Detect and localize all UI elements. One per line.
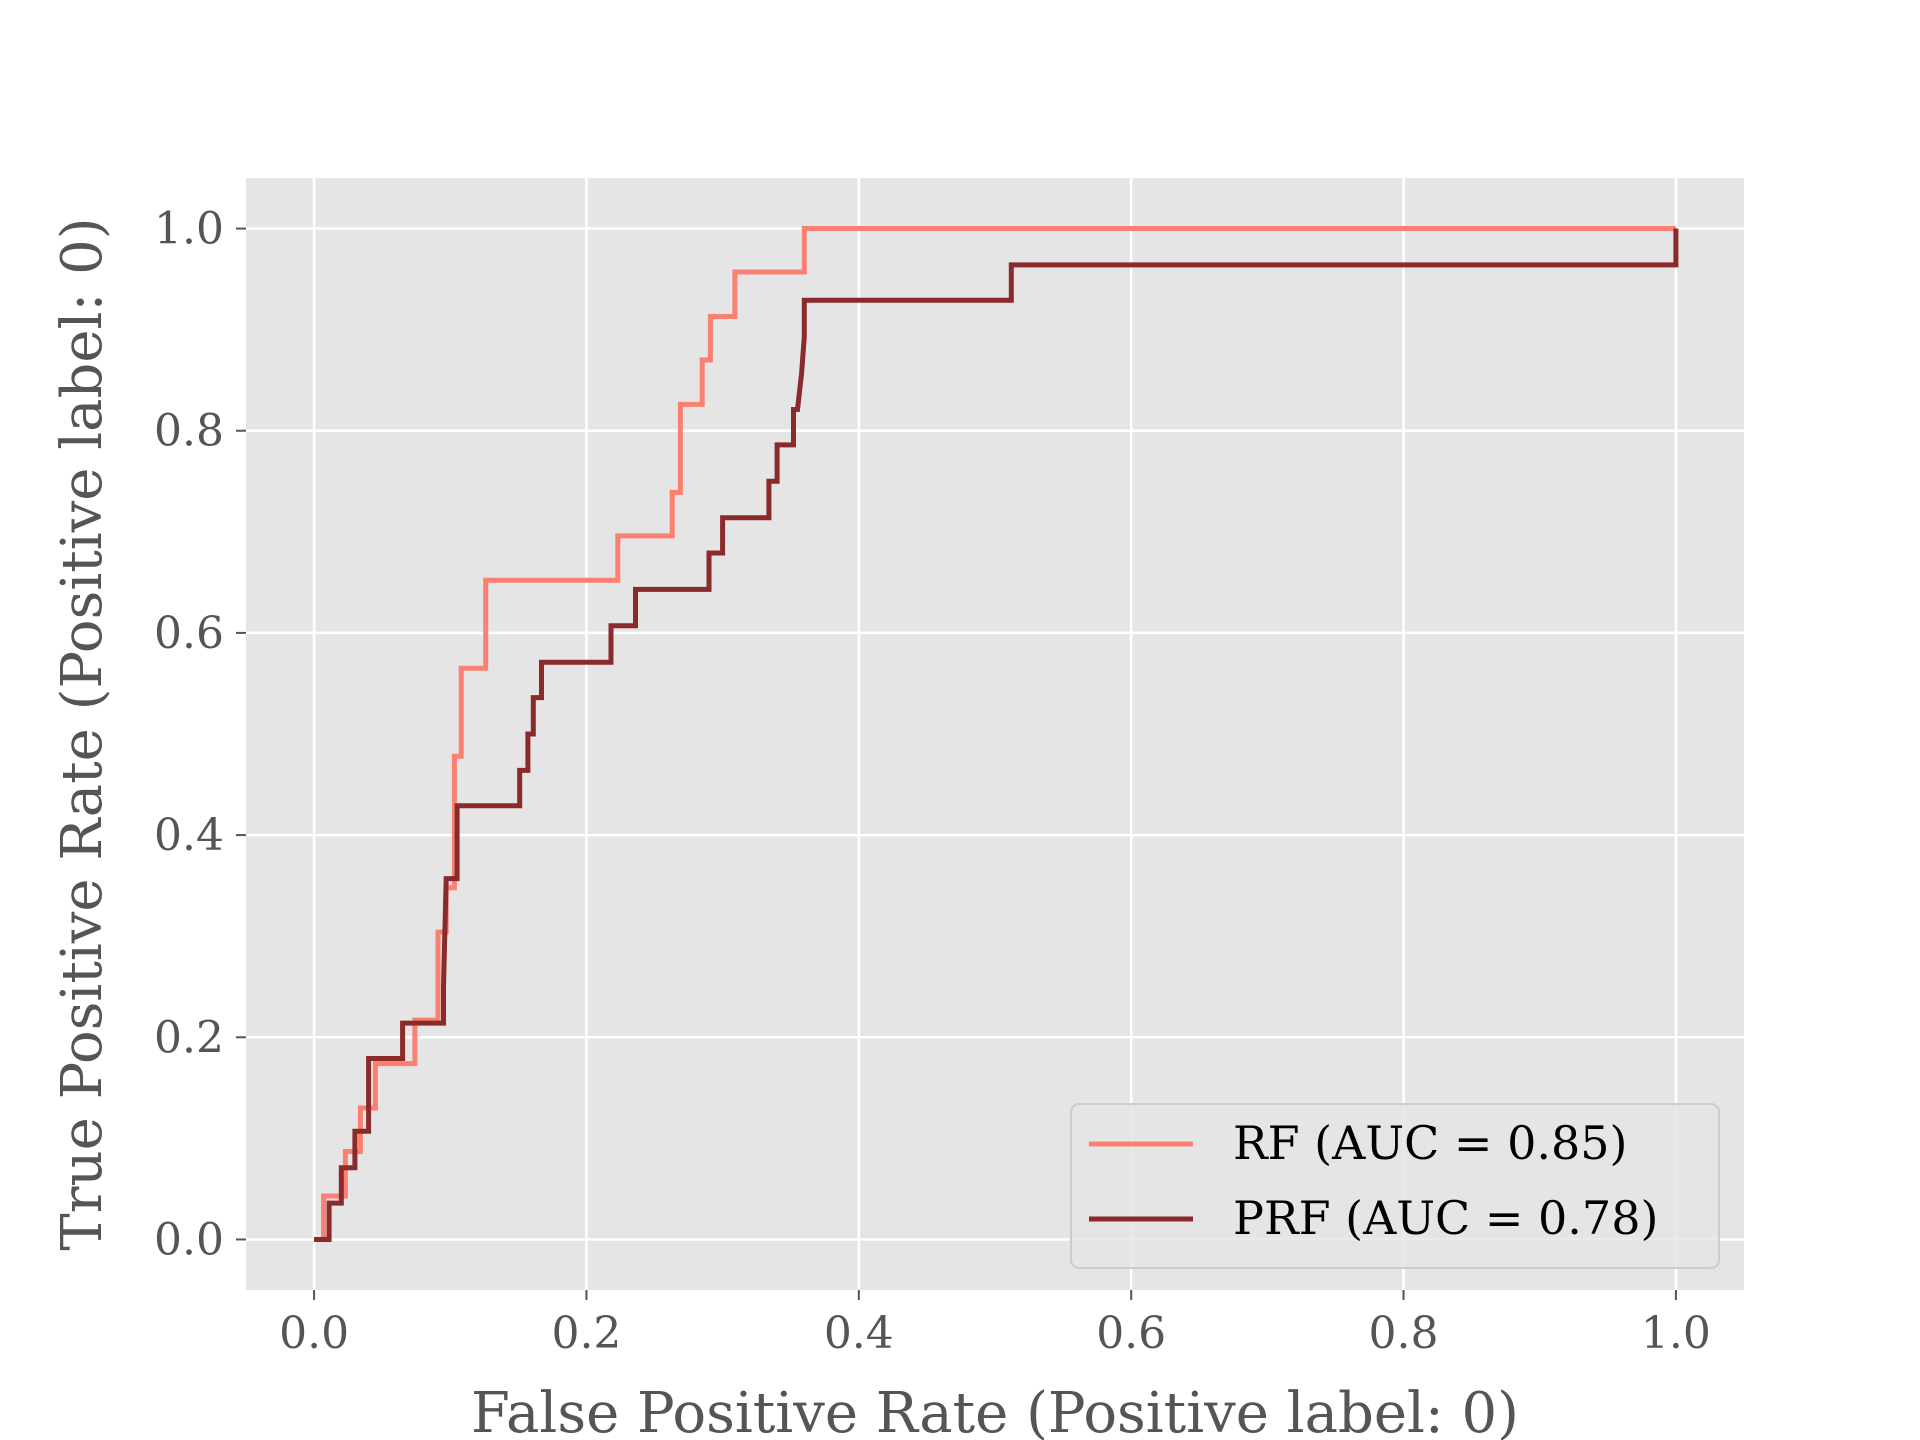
y-tick-label: 0.2 bbox=[154, 1012, 224, 1063]
grid-lines bbox=[246, 178, 1744, 1290]
legend-label-rf: RF (AUC = 0.85) bbox=[1233, 1116, 1627, 1170]
x-axis-title: False Positive Rate (Positive label: 0) bbox=[471, 1381, 1519, 1440]
x-tick-label: 0.4 bbox=[824, 1308, 894, 1359]
x-tick-label: 0.2 bbox=[551, 1308, 621, 1359]
x-tick-label: 1.0 bbox=[1641, 1308, 1711, 1359]
y-tick-label: 0.8 bbox=[154, 406, 224, 457]
y-axis-ticks: 0.0 0.2 0.4 0.6 0.8 1.0 bbox=[154, 204, 246, 1265]
series-layer bbox=[314, 226, 1679, 1242]
series-line-rf bbox=[314, 226, 1676, 1242]
x-axis-ticks: 0.0 0.2 0.4 0.6 0.8 1.0 bbox=[279, 1290, 1711, 1359]
x-tick-label: 0.0 bbox=[279, 1308, 349, 1359]
y-tick-label: 0.4 bbox=[154, 810, 224, 861]
x-tick-label: 0.6 bbox=[1096, 1308, 1166, 1359]
y-axis-title: True Positive Rate (Positive label: 0) bbox=[50, 217, 115, 1250]
y-tick-label: 1.0 bbox=[154, 204, 224, 255]
legend-box bbox=[1070, 1103, 1720, 1269]
legend: RF (AUC = 0.85) PRF (AUC = 0.78) bbox=[1070, 1103, 1720, 1269]
y-tick-label: 0.0 bbox=[154, 1214, 224, 1265]
x-tick-label: 0.8 bbox=[1369, 1308, 1439, 1359]
series-line-prf bbox=[314, 228, 1679, 1242]
y-tick-label: 0.6 bbox=[154, 608, 224, 659]
legend-label-prf: PRF (AUC = 0.78) bbox=[1233, 1191, 1658, 1245]
